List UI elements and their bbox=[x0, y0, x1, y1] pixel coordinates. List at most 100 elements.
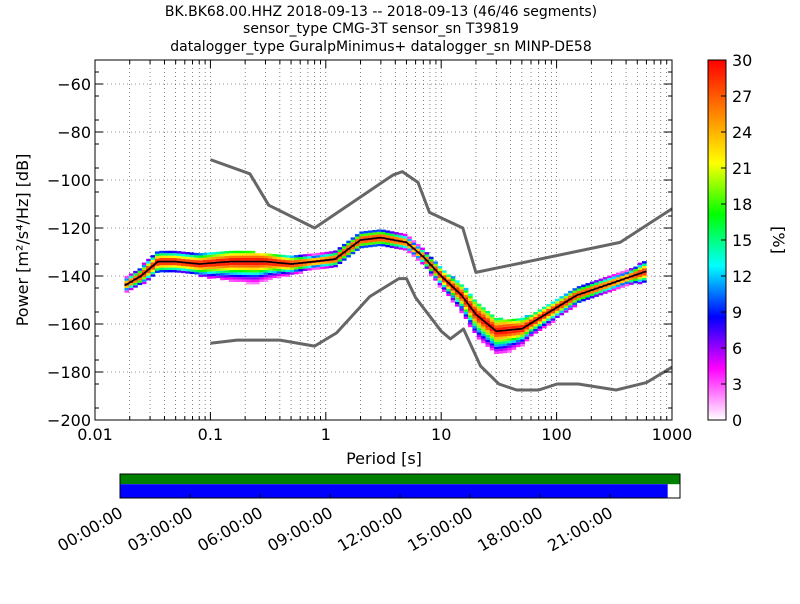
density-cell bbox=[254, 262, 260, 266]
density-cell bbox=[633, 280, 638, 284]
density-cell bbox=[602, 286, 608, 290]
density-cell bbox=[185, 266, 191, 269]
density-cell bbox=[163, 250, 169, 254]
density-cell bbox=[642, 277, 647, 281]
density-cell bbox=[468, 296, 473, 299]
colorbar-label: [%] bbox=[769, 226, 788, 254]
density-cell bbox=[559, 312, 565, 316]
density-cells bbox=[124, 229, 647, 354]
colorbar-tick-label: 3 bbox=[732, 375, 742, 394]
colorbar-tick-label: 24 bbox=[732, 123, 752, 142]
density-cell bbox=[420, 252, 425, 255]
density-cell bbox=[637, 262, 643, 266]
density-cell bbox=[615, 277, 621, 280]
density-cell bbox=[246, 267, 251, 270]
density-cell bbox=[511, 325, 517, 329]
density-cell bbox=[207, 269, 212, 272]
density-cell bbox=[494, 351, 499, 354]
density-cell bbox=[346, 255, 351, 258]
density-cell bbox=[302, 256, 308, 259]
density-cell bbox=[533, 331, 538, 334]
density-cell bbox=[537, 311, 543, 315]
density-cell bbox=[563, 307, 569, 311]
density-cell bbox=[576, 288, 582, 291]
density-cell bbox=[215, 256, 221, 259]
density-cell bbox=[228, 262, 234, 266]
density-cell bbox=[381, 244, 386, 247]
density-cell bbox=[424, 264, 430, 267]
density-cell bbox=[172, 253, 177, 256]
density-cell bbox=[494, 334, 499, 338]
density-cell bbox=[568, 302, 573, 306]
density-cell bbox=[507, 331, 512, 334]
coverage-segment bbox=[120, 474, 680, 485]
density-cell bbox=[476, 322, 482, 326]
density-cell bbox=[607, 280, 612, 283]
density-cell bbox=[511, 330, 517, 334]
density-cell bbox=[615, 284, 621, 287]
density-cell bbox=[498, 334, 504, 337]
density-cell bbox=[437, 278, 443, 281]
density-cell bbox=[602, 291, 608, 294]
density-cell bbox=[176, 267, 182, 271]
colorbar-tick-label: 21 bbox=[732, 159, 752, 178]
x-tick-label: 1000 bbox=[652, 425, 693, 444]
density-cell bbox=[281, 266, 286, 270]
density-cell bbox=[141, 279, 147, 282]
density-cell bbox=[254, 272, 260, 275]
density-cell bbox=[333, 255, 338, 258]
density-cell bbox=[211, 259, 217, 262]
density-cell bbox=[455, 297, 460, 300]
density-cell bbox=[368, 230, 373, 233]
density-cell bbox=[220, 268, 225, 271]
density-cell bbox=[237, 250, 243, 254]
density-cell bbox=[346, 252, 351, 256]
density-cell bbox=[337, 256, 343, 260]
density-cell bbox=[124, 290, 130, 293]
density-cell bbox=[272, 273, 277, 276]
density-cell bbox=[450, 283, 456, 286]
density-cell bbox=[489, 348, 495, 351]
density-cell bbox=[524, 338, 530, 342]
density-cell bbox=[394, 246, 399, 249]
density-cell bbox=[224, 265, 230, 268]
density-cell bbox=[533, 326, 538, 329]
density-cell bbox=[263, 270, 269, 273]
density-cell bbox=[433, 278, 438, 281]
density-cell bbox=[224, 255, 230, 259]
density-cell bbox=[555, 298, 560, 302]
density-cell bbox=[285, 274, 291, 277]
density-cell bbox=[150, 271, 156, 275]
x-axis-label: Period [s] bbox=[346, 449, 422, 468]
density-cell bbox=[176, 253, 182, 256]
density-cell bbox=[520, 344, 525, 347]
density-cell bbox=[602, 279, 608, 282]
density-cell bbox=[481, 336, 486, 339]
density-cell bbox=[341, 246, 347, 249]
density-cell bbox=[272, 268, 277, 271]
density-cell bbox=[468, 293, 473, 297]
density-cell bbox=[246, 262, 251, 266]
density-cell bbox=[450, 295, 456, 298]
density-cell bbox=[494, 322, 499, 326]
density-cell bbox=[394, 244, 399, 247]
density-cell bbox=[181, 268, 186, 271]
density-cell bbox=[489, 343, 495, 346]
density-cell bbox=[463, 304, 469, 308]
density-cell bbox=[481, 312, 486, 315]
density-cell bbox=[481, 338, 486, 341]
density-cell bbox=[507, 335, 512, 339]
density-cell bbox=[246, 270, 251, 273]
density-cell bbox=[237, 274, 243, 278]
density-cell bbox=[207, 252, 212, 255]
density-cell bbox=[615, 282, 621, 285]
density-cell bbox=[524, 314, 530, 318]
density-cell bbox=[502, 338, 508, 342]
density-cell bbox=[224, 272, 230, 276]
density-cell bbox=[498, 336, 504, 340]
density-cell bbox=[550, 311, 556, 314]
density-cell bbox=[220, 251, 225, 254]
density-cell bbox=[446, 288, 451, 292]
density-cell bbox=[228, 279, 234, 282]
density-cell bbox=[642, 261, 647, 264]
